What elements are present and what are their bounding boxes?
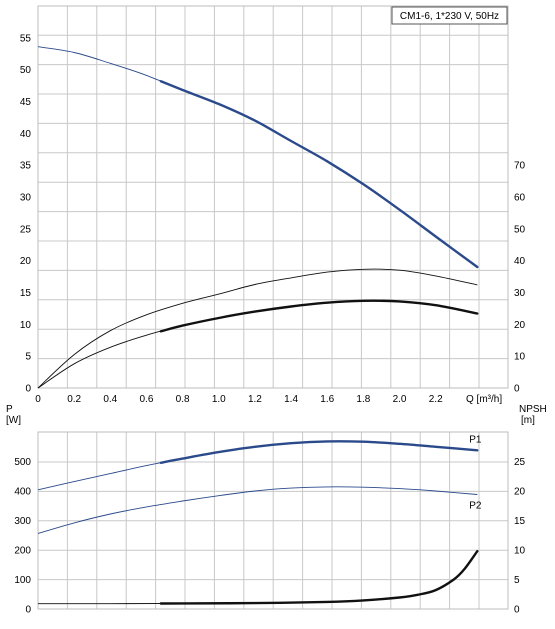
y2-tick-label: 30 — [514, 288, 526, 299]
x-tick-label: 1.0 — [212, 394, 226, 405]
series-1 — [37, 268, 478, 389]
series-line-operating — [159, 80, 479, 269]
y-axis-label: P — [6, 404, 13, 415]
y-tick-label: 25 — [20, 224, 32, 235]
series-line-thin — [37, 300, 478, 389]
series-0: P1 — [37, 434, 482, 491]
power-npsh-panel: 0 100 200 300 400 500 0 5 10 15 20 25 P[W] NPSH[m] P1 P… — [6, 404, 547, 616]
y2-tick-label: 70 — [514, 161, 526, 172]
x-tick-label: 1.4 — [284, 394, 298, 405]
y-tick-label: 5 — [25, 352, 31, 363]
x-tick-label: 1.8 — [356, 394, 370, 405]
x-tick-label: 0.8 — [176, 394, 190, 405]
plot-frame — [37, 5, 509, 389]
series-label: P2 — [469, 501, 482, 512]
series-line-thin — [37, 46, 478, 268]
y-tick-label: 40 — [20, 129, 32, 140]
x-tick-label: 0.4 — [103, 394, 117, 405]
y-tick-label: 10 — [20, 320, 32, 331]
y-tick-label: 0 — [25, 384, 31, 395]
series-label: P1 — [469, 434, 482, 445]
y2-tick-label: 5 — [514, 575, 520, 586]
y2-tick-label: 0 — [514, 384, 520, 395]
series-line-operating — [159, 299, 479, 333]
x-tick-label: 1.6 — [320, 394, 334, 405]
y-tick-label: 0 — [25, 605, 31, 616]
y-tick-label: 30 — [20, 193, 32, 204]
x-axis-label: Q [m³/h] — [466, 394, 502, 405]
y2-tick-label: 10 — [514, 546, 526, 557]
y-axis-unit: [W] — [6, 415, 21, 426]
series-line-operating — [159, 550, 479, 605]
y2-tick-label: 25 — [514, 457, 526, 468]
series-0 — [37, 46, 479, 269]
chart-title: CM1-6, 1*230 V, 50Hz — [400, 11, 499, 22]
y-tick-label: 500 — [14, 457, 31, 468]
y2-tick-label: 40 — [514, 256, 526, 267]
x-tick-label: 0.6 — [140, 394, 154, 405]
series-2 — [37, 299, 479, 389]
plot-frame — [37, 431, 509, 610]
y2-tick-label: 15 — [514, 516, 526, 527]
y-tick-label: 20 — [20, 256, 32, 267]
y-tick-label: 200 — [14, 546, 31, 557]
y2-axis-unit: [m] — [521, 415, 535, 426]
y-tick-label: 35 — [20, 161, 32, 172]
series-line-thin — [37, 486, 478, 534]
y2-tick-label: 20 — [514, 487, 526, 498]
series-1: P2 — [37, 486, 482, 534]
x-tick-label: 0 — [35, 394, 41, 405]
y-tick-label: 45 — [20, 97, 32, 108]
x-tick-label: 0.2 — [67, 394, 81, 405]
y2-tick-label: 20 — [514, 320, 526, 331]
y2-tick-label: 0 — [514, 605, 520, 616]
y-tick-label: 15 — [20, 288, 32, 299]
y-tick-label: 400 — [14, 487, 31, 498]
y2-tick-label: 10 — [514, 352, 526, 363]
y-tick-label: 50 — [20, 65, 32, 76]
series-2 — [37, 550, 479, 605]
head-efficiency-panel: 0 5 10 15 20 25 30 35 40 45 50 55 0 10 20 30 40 50 60 70 0 0.… — [20, 5, 526, 405]
y-tick-label: 55 — [20, 33, 32, 44]
series-line-thin — [37, 268, 478, 389]
series-line-thin — [37, 440, 478, 491]
title-box — [391, 6, 508, 25]
series-line-operating — [159, 440, 479, 464]
x-tick-label: 2.0 — [393, 394, 407, 405]
x-tick-label: 2.2 — [429, 394, 443, 405]
y2-tick-label: 50 — [514, 224, 526, 235]
y2-axis-label: NPSH — [519, 404, 547, 415]
y2-tick-label: 60 — [514, 193, 526, 204]
x-tick-label: 1.2 — [248, 394, 262, 405]
y-tick-label: 300 — [14, 516, 31, 527]
y-tick-label: 100 — [14, 575, 31, 586]
